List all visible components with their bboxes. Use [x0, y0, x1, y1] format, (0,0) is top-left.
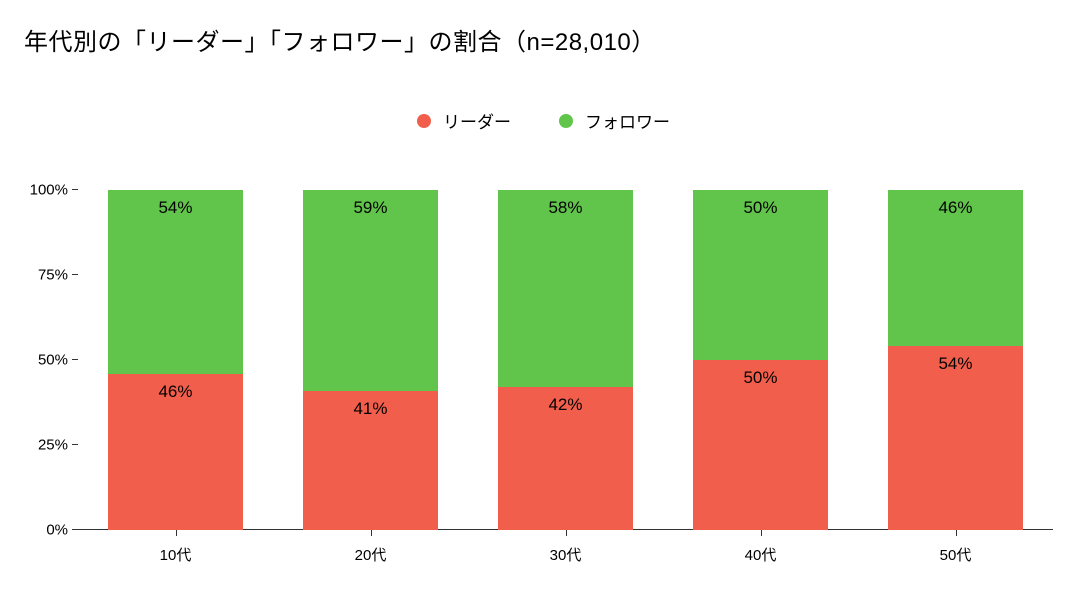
- x-tick-label: 40代: [745, 544, 777, 565]
- bar-column: 46% 54%: [108, 190, 243, 530]
- bar-value-label: 54%: [108, 198, 243, 218]
- bar-column: 41% 59%: [303, 190, 438, 530]
- y-tick-label: 50%: [38, 352, 68, 369]
- y-tick-label: 25%: [38, 437, 68, 454]
- x-tick-mark: [176, 530, 177, 536]
- bar-value-label: 50%: [693, 368, 828, 388]
- x-tick-label: 30代: [550, 544, 582, 565]
- bar-value-label: 41%: [303, 399, 438, 419]
- x-tick-mark: [371, 530, 372, 536]
- x-tick-label: 10代: [160, 544, 192, 565]
- legend-item: フォロワー: [559, 108, 670, 133]
- x-tick-mark: [956, 530, 957, 536]
- bar-segment: 42%: [498, 387, 633, 530]
- y-tick-mark: [72, 274, 78, 275]
- bar-value-label: 58%: [498, 198, 633, 218]
- y-tick-mark: [72, 444, 78, 445]
- chart-title: 年代別の「リーダー」「フォロワー」の割合（n=28,010）: [24, 22, 656, 57]
- x-tick-label: 20代: [355, 544, 387, 565]
- bar-column: 54% 46%: [888, 190, 1023, 530]
- bar-value-label: 50%: [693, 198, 828, 218]
- x-tick-mark: [566, 530, 567, 536]
- x-tick-mark: [761, 530, 762, 536]
- legend-label: リーダー: [443, 108, 511, 133]
- bar-segment: 50%: [693, 360, 828, 530]
- bar-segment: 54%: [108, 190, 243, 374]
- legend: リーダー フォロワー: [0, 108, 1087, 133]
- bar-segment: 41%: [303, 391, 438, 530]
- legend-label: フォロワー: [585, 108, 670, 133]
- legend-item: リーダー: [417, 108, 511, 133]
- legend-swatch: [417, 114, 431, 128]
- y-tick-label: 100%: [30, 182, 68, 199]
- bar-value-label: 59%: [303, 198, 438, 218]
- plot-area: 46%54%41%59%42%58%50%50%54%46% 0%25%50%7…: [78, 190, 1053, 530]
- bar-value-label: 46%: [888, 198, 1023, 218]
- bar-value-label: 42%: [498, 395, 633, 415]
- bar-value-label: 46%: [108, 382, 243, 402]
- bars-container: 46% 54% 41% 59% 42% 58% 50% 50% 54% 46%: [78, 190, 1053, 530]
- bar-segment: 50%: [693, 190, 828, 360]
- bar-segment: 46%: [108, 374, 243, 530]
- legend-swatch: [559, 114, 573, 128]
- y-tick-mark: [72, 529, 78, 530]
- bar-value-label: 54%: [888, 354, 1023, 374]
- bar-segment: 46%: [888, 190, 1023, 346]
- bar-column: 50% 50%: [693, 190, 828, 530]
- y-tick-label: 0%: [46, 522, 68, 539]
- x-tick-label: 50代: [940, 544, 972, 565]
- y-tick-mark: [72, 189, 78, 190]
- bar-segment: 59%: [303, 190, 438, 391]
- y-tick-label: 75%: [38, 267, 68, 284]
- bar-column: 42% 58%: [498, 190, 633, 530]
- bar-segment: 58%: [498, 190, 633, 387]
- y-tick-mark: [72, 359, 78, 360]
- bar-segment: 54%: [888, 346, 1023, 530]
